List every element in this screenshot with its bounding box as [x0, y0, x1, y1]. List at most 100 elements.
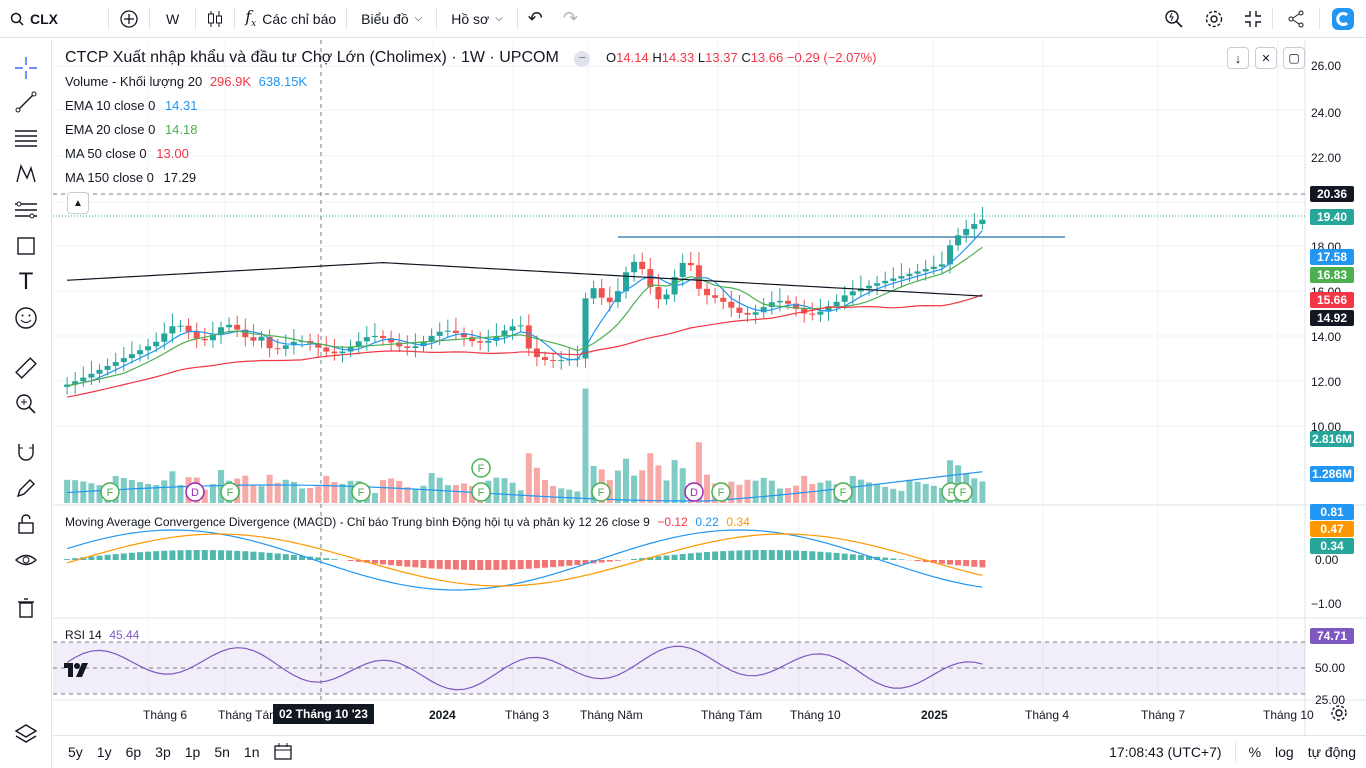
volume-value-2: 638.15K — [258, 74, 308, 89]
percent-toggle[interactable]: % — [1248, 744, 1262, 760]
fullscreen-icon — [1245, 11, 1261, 27]
volume-legend[interactable]: Volume - Khối lượng 20 296.9K 638.15K — [65, 74, 307, 89]
candle-body — [558, 360, 565, 362]
candle-body — [88, 373, 95, 378]
hide-tool[interactable] — [12, 546, 40, 574]
volume-bar — [201, 489, 208, 503]
undo-button[interactable]: ↶ — [527, 8, 543, 28]
candle-body — [169, 326, 176, 334]
volume-bar — [266, 474, 273, 503]
magnet-tool[interactable] — [12, 438, 40, 466]
volume-bar — [274, 482, 281, 503]
text-tool[interactable]: T — [12, 268, 40, 296]
candle-body — [201, 338, 208, 341]
chevron-down-icon: ⌵ — [414, 13, 423, 24]
pattern-icon — [16, 163, 36, 183]
zoom-tool[interactable] — [12, 390, 40, 418]
chart-settings-button[interactable] — [1330, 704, 1348, 725]
chart-canvas[interactable]: F D F F FFF D F F F F — [53, 40, 1366, 735]
trendline-tool[interactable] — [12, 88, 40, 116]
range-1d[interactable]: 1n — [243, 744, 260, 760]
delete-tool[interactable] — [12, 594, 40, 622]
crosshair-tool[interactable] — [12, 54, 40, 82]
redo-button[interactable]: ↷ — [562, 8, 578, 28]
rsi-legend[interactable]: RSI 14 45.44 — [65, 627, 139, 642]
ma150-legend[interactable]: MA 150 close 0 17.29 — [65, 170, 196, 185]
quick-search-button[interactable] — [1154, 0, 1194, 38]
range-5y[interactable]: 5y — [68, 744, 83, 760]
pattern-tool[interactable] — [12, 160, 40, 188]
candle-body — [898, 276, 905, 279]
interval-button[interactable]: W — [166, 10, 180, 27]
share-button[interactable] — [1273, 0, 1319, 38]
shape-tool[interactable] — [12, 232, 40, 260]
smiley-icon — [15, 307, 37, 329]
range-5d[interactable]: 5n — [214, 744, 230, 760]
rsi-value: 45.44 — [109, 628, 140, 642]
auto-scale-toggle[interactable]: tự động — [1307, 744, 1356, 760]
collapse-pane-button[interactable]: ✕ — [1255, 47, 1277, 69]
compare-button[interactable] — [109, 0, 149, 38]
settings-button[interactable] — [1194, 0, 1234, 38]
range-1y[interactable]: 1y — [96, 744, 112, 760]
macd-histogram-bar — [606, 560, 613, 562]
macd-histogram-bar — [112, 554, 119, 560]
quick-search-icon — [1165, 10, 1183, 28]
icon-tool[interactable] — [12, 304, 40, 332]
fib-tool[interactable] — [12, 124, 40, 152]
macd-histogram-bar — [704, 552, 710, 560]
ema20-legend[interactable]: EMA 20 close 0 14.18 — [65, 122, 198, 137]
range-6m[interactable]: 6p — [125, 744, 142, 760]
candle-body — [947, 245, 953, 265]
chart-menu-label: Biểu đồ — [361, 10, 409, 27]
ema10-legend[interactable]: EMA 10 close 0 14.31 — [65, 98, 198, 113]
candle-body — [849, 291, 856, 296]
candle-body — [890, 278, 897, 281]
log-toggle[interactable]: log — [1275, 744, 1294, 760]
tv-logo[interactable] — [63, 662, 89, 681]
candle-body — [404, 346, 411, 349]
forecast-tool[interactable] — [12, 196, 40, 224]
chart-menu-button[interactable]: Biểu đồ ⌵ — [347, 0, 436, 38]
volume-bar — [509, 482, 516, 503]
clock-time[interactable]: 17:08:43 (UTC+7) — [1109, 744, 1222, 760]
ma150-line — [67, 262, 983, 297]
volume-bar — [452, 484, 459, 503]
maximize-pane-button[interactable]: ▢ — [1283, 47, 1305, 69]
rsi-name: RSI 14 — [65, 628, 102, 642]
macd-histogram-bar — [323, 558, 330, 560]
candle-body — [971, 224, 978, 229]
fullscreen-button[interactable] — [1234, 0, 1272, 38]
indicators-button[interactable]: fx Các chỉ báo — [235, 0, 346, 38]
ma50-legend[interactable]: MA 50 close 0 13.00 — [65, 146, 189, 161]
volume-bar — [728, 481, 735, 503]
macd-histogram-bar — [428, 560, 435, 569]
macd-histogram-bar — [574, 560, 581, 565]
volume-bar — [299, 488, 305, 503]
volume-bar — [145, 484, 152, 503]
macd-legend[interactable]: Moving Average Convergence Divergence (M… — [65, 514, 750, 529]
rectangle-icon — [17, 237, 35, 255]
brand-logo[interactable] — [1320, 0, 1366, 38]
profile-menu-button[interactable]: Hồ sơ ⌵ — [437, 0, 517, 38]
range-1m[interactable]: 1p — [184, 744, 201, 760]
chart-type-button[interactable] — [196, 0, 234, 38]
volume-bar — [161, 480, 168, 503]
collapse-legend-button[interactable]: ▲ — [67, 192, 89, 214]
candle-body — [695, 265, 702, 289]
macd-histogram-bar — [736, 550, 743, 560]
volume-bar — [542, 479, 548, 503]
move-down-button[interactable]: ↓ — [1227, 47, 1249, 69]
date-range-button[interactable] — [266, 742, 300, 763]
range-3m[interactable]: 3p — [155, 744, 171, 760]
volume-bar — [533, 467, 540, 503]
measure-tool[interactable] — [12, 354, 40, 382]
symbol-search[interactable]: CLX — [0, 0, 68, 38]
ma150-price-label: 14.92 — [1310, 310, 1354, 326]
object-tree-tool[interactable] — [12, 720, 40, 748]
legend-toggle-icon[interactable]: − — [574, 50, 591, 67]
draw-mode-tool[interactable] — [12, 474, 40, 502]
lock-tool[interactable] — [12, 510, 40, 538]
macd-histogram-bar — [371, 560, 378, 564]
